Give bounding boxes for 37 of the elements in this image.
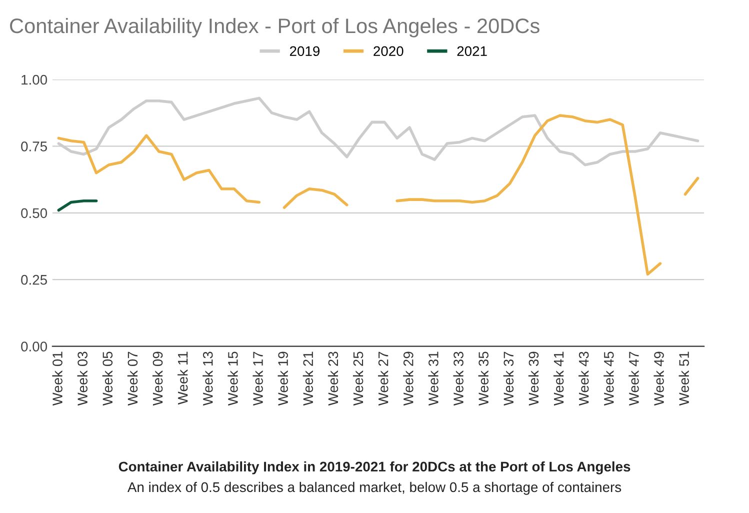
x-tick-label: Week 29 bbox=[403, 352, 414, 406]
x-tick-label: Week 11 bbox=[178, 352, 188, 405]
legend-label: 2021 bbox=[457, 46, 487, 56]
y-tick-label: 0.50 bbox=[21, 208, 48, 218]
y-tick-label: 0.25 bbox=[21, 274, 47, 285]
x-tick-label: Week 39 bbox=[528, 352, 539, 406]
x-tick-label: Week 31 bbox=[428, 352, 438, 406]
x-tick-label: Week 45 bbox=[604, 352, 614, 406]
x-tick-label: Week 15 bbox=[228, 352, 238, 406]
y-tick-label: 0.00 bbox=[21, 342, 48, 352]
text: An index of 0.5 describes a balanced market, below 0.5 a shortage of containers bbox=[127, 482, 622, 495]
legend-label: 2020 bbox=[374, 46, 404, 56]
x-tick-label: Week 03 bbox=[77, 352, 88, 406]
x-tick-label: Week 43 bbox=[578, 352, 589, 406]
x-tick-label: Week 33 bbox=[453, 352, 464, 406]
x-tick-label: Week 01 bbox=[52, 352, 62, 406]
x-tick-label: Week 49 bbox=[654, 352, 664, 406]
y-tick-label: 0.75 bbox=[21, 142, 47, 152]
x-tick-label: Week 23 bbox=[328, 352, 338, 406]
x-tick-label: Week 21 bbox=[302, 352, 314, 406]
x-tick-label: Week 37 bbox=[503, 352, 514, 406]
x-tick-label: Week 13 bbox=[202, 352, 213, 406]
x-tick-label: Week 05 bbox=[102, 352, 113, 406]
text: Container Availability Index in 2019-2021 for 20DCs at the Port of Los Angeles bbox=[118, 461, 630, 474]
chart-title: Container Availability Index - Port of Los Angeles - 20DCs bbox=[10, 18, 540, 38]
legend-label: 2019 bbox=[290, 46, 320, 56]
x-tick-label: Week 09 bbox=[152, 352, 163, 406]
x-tick-label: Week 35 bbox=[478, 352, 488, 406]
x-tick-label: Week 51 bbox=[678, 352, 689, 406]
x-tick-label: Week 47 bbox=[628, 352, 639, 406]
x-tick-label: Week 27 bbox=[378, 352, 388, 406]
x-tick-label: Week 07 bbox=[127, 352, 138, 406]
x-tick-label: Week 25 bbox=[352, 352, 364, 406]
x-tick-label: Week 41 bbox=[553, 352, 564, 406]
x-tick-label: Week 19 bbox=[278, 352, 288, 406]
x-tick-label: Week 17 bbox=[252, 352, 263, 406]
y-tick-label: 1.00 bbox=[22, 74, 48, 85]
